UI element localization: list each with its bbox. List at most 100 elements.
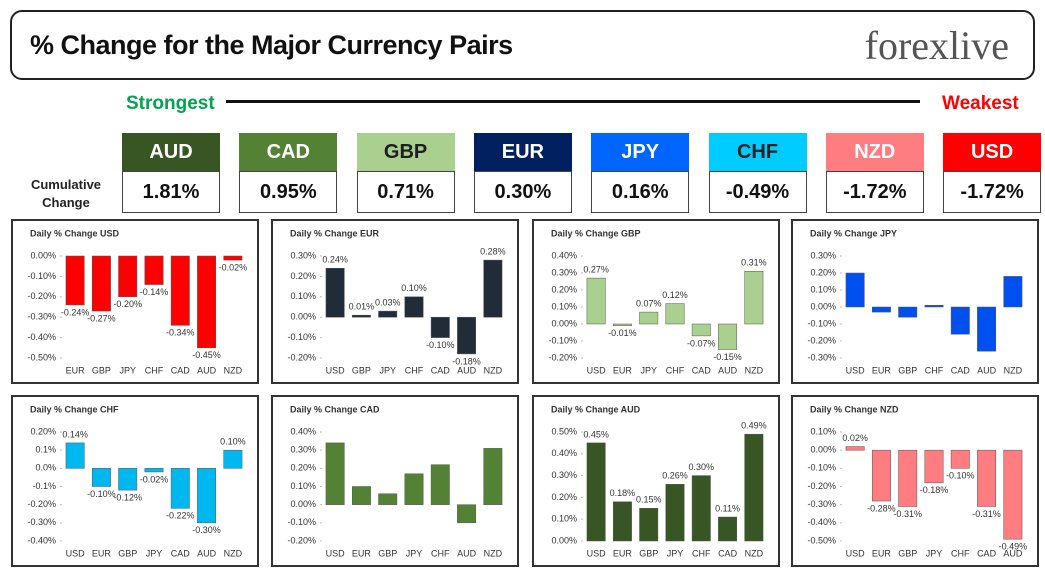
bar [118,255,138,298]
bar [457,316,477,355]
y-tick-label: 0.0% [35,463,56,473]
bar [457,504,477,524]
chart-title: Daily % Change EUR [290,228,380,238]
x-tick-label: CAD [171,365,191,375]
x-tick-label: JPY [119,365,136,375]
value-label: 0.26% [662,471,688,481]
x-tick-label: CAD [692,365,712,375]
row-label: Cumulative Change [30,177,102,210]
bar [612,323,632,326]
bar [170,255,190,326]
y-tick-label: -0.10% [807,463,836,473]
bar [197,468,217,524]
x-tick-label: NZD [745,365,764,375]
bar [898,449,918,507]
y-tick-label: 0.30% [551,267,577,277]
x-tick-label: AUD [977,365,997,375]
bar [65,255,85,306]
bar [91,468,111,487]
value-label: 0.11% [715,503,740,513]
y-tick-label: 0.40% [551,250,577,260]
value-label: -0.10% [426,340,455,350]
x-tick-label: CAD [431,365,451,375]
x-tick-label: AUD [457,548,477,558]
y-tick-label: 0.20% [290,463,316,473]
value-label: -0.34% [166,328,195,338]
bar [170,468,190,509]
y-tick-label: 0.30% [810,250,836,260]
value-label: 0.07% [636,298,662,308]
value-label: 0.01% [349,302,375,312]
x-tick-label: USD [326,548,346,558]
currency-header: NZD [825,133,924,171]
bar [924,449,944,484]
bar [718,323,738,350]
y-tick-label: 0.20% [30,426,56,436]
cumulative-change: -1.72% [825,171,924,213]
y-tick-label: 0.00% [551,535,577,545]
y-tick-label: -0.20% [27,291,56,301]
value-label: -0.18% [452,356,481,366]
cumulative-change: 0.30% [473,171,572,213]
y-tick-label: 0.20% [551,492,577,502]
value-label: 0.27% [583,264,609,274]
y-tick-label: 0.00% [290,499,316,509]
x-tick-label: AUD [718,365,738,375]
bar [871,449,891,502]
y-tick-label: 0.20% [810,267,836,277]
bar [845,446,865,451]
x-tick-label: USD [66,548,86,558]
bar [639,508,659,542]
chart-title: Daily % Change CAD [290,404,380,414]
x-tick-label: AUD [197,365,217,375]
chart-title: Daily % Change NZD [810,404,899,414]
currency-header: CAD [239,133,338,171]
x-tick-label: CHF [692,548,711,558]
bar [1003,276,1023,308]
value-label: -0.31% [893,509,922,519]
bar [950,449,970,469]
x-tick-label: JPY [926,548,943,558]
bar [483,259,503,318]
x-tick-label: NZD [484,365,503,375]
y-tick-label: -0.10% [27,271,56,281]
value-label: -0.24% [61,307,90,317]
y-tick-label: -0.30% [807,499,836,509]
bar [325,442,345,505]
y-tick-label: 0.20% [551,284,577,294]
value-label: -0.49% [999,542,1028,552]
cumulative-change: 0.16% [591,171,690,213]
x-tick-label: EUR [352,548,372,558]
bar [197,255,217,349]
value-label: -0.45% [192,350,221,360]
y-tick-label: 0.20% [290,271,316,281]
bar [924,305,944,308]
bar [404,473,424,505]
x-tick-label: CHF [951,548,970,558]
bar [845,272,865,308]
y-tick-label: 0.10% [551,301,577,311]
chart-frame [791,219,1039,384]
value-label: 0.31% [741,258,767,268]
x-tick-label: CAD [977,548,997,558]
x-tick-label: CAD [718,548,738,558]
value-label: -0.22% [166,511,195,521]
value-label: 0.02% [842,433,868,443]
x-tick-label: CAD [951,365,971,375]
value-label: -0.10% [87,489,116,499]
x-tick-label: USD [587,365,607,375]
bar [665,484,685,542]
bar [118,468,138,491]
x-tick-label: CHF [405,365,424,375]
bar [586,277,606,325]
currency-header: USD [943,133,1042,171]
y-tick-label: 0.00% [810,445,836,455]
cumulative-change: 0.71% [356,171,455,213]
y-tick-label: -0.10% [548,335,577,345]
y-tick-label: 0.00% [290,312,316,322]
y-tick-label: -0.30% [807,352,836,362]
currency-header: EUR [473,133,572,171]
y-tick-label: 0.10% [810,284,836,294]
